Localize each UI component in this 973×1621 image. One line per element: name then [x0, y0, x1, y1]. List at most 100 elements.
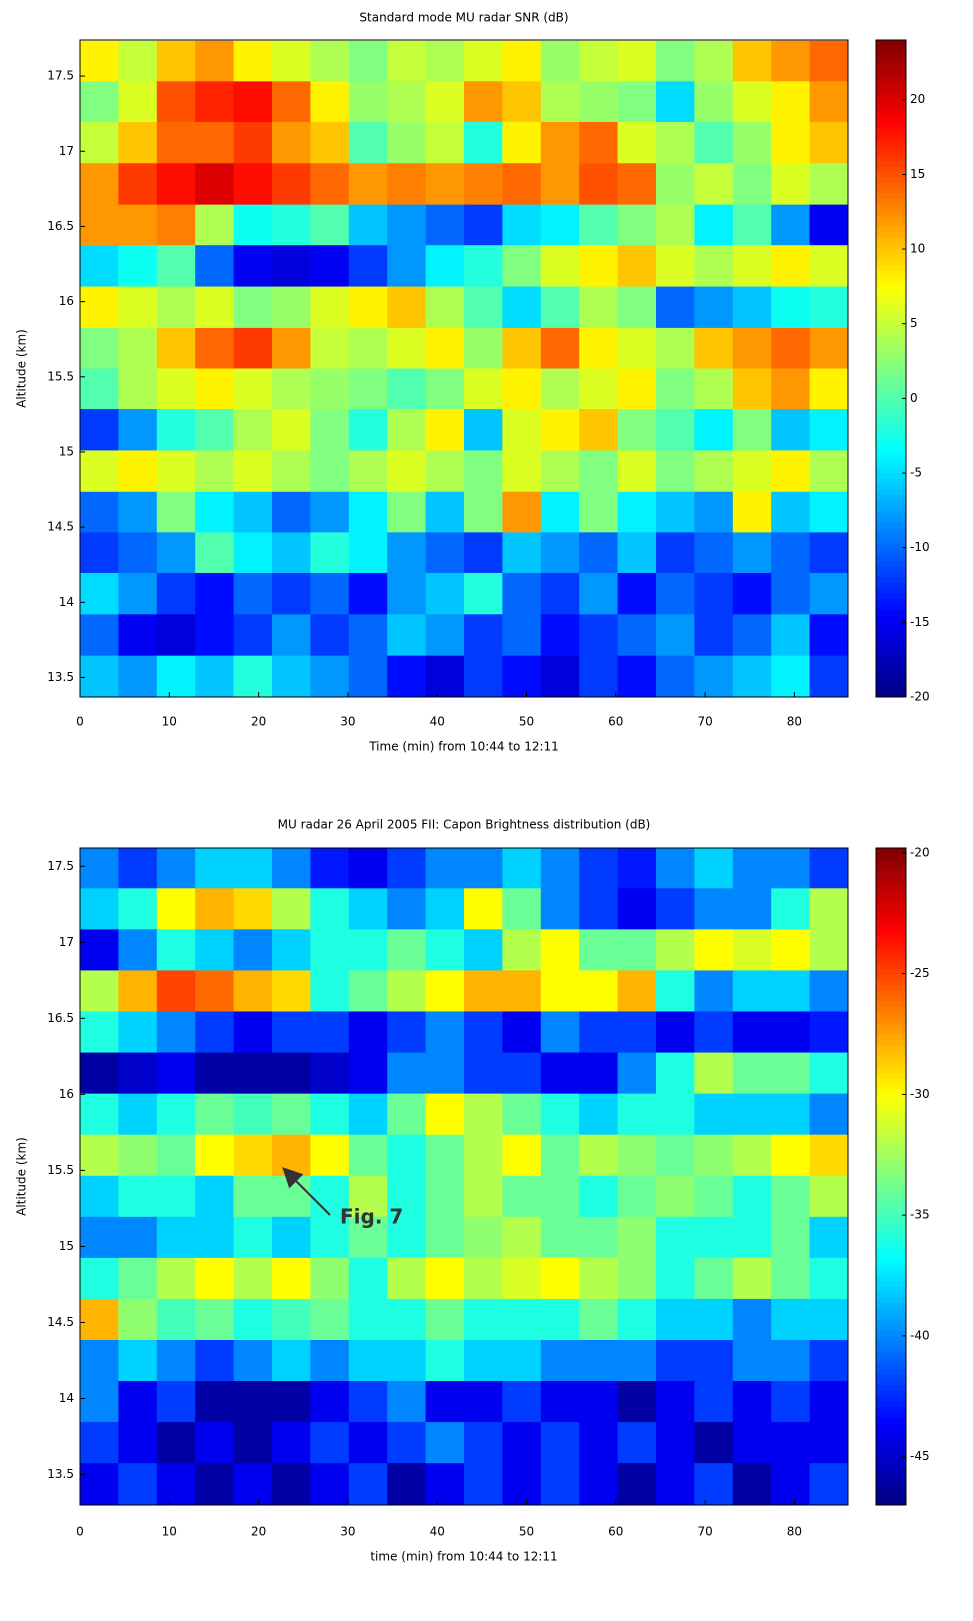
colorbar-swatch: [876, 576, 906, 583]
colorbar-swatch: [876, 1242, 906, 1249]
heatmap-cell: [348, 40, 388, 82]
heatmap-cell: [156, 286, 196, 329]
y-tick-label: 15.5: [47, 369, 74, 383]
colorbar-swatch: [876, 1318, 906, 1325]
heatmap-cell: [617, 286, 657, 329]
heatmap-cell: [579, 409, 619, 451]
colorbar-swatch: [876, 434, 906, 441]
colorbar-swatch: [876, 384, 906, 391]
heatmap-cell: [156, 368, 196, 410]
heatmap-cell: [425, 532, 465, 574]
heatmap-cell: [80, 1134, 119, 1177]
heatmap-cell: [809, 1134, 848, 1177]
heatmap-cell: [617, 655, 657, 697]
heatmap-cell: [502, 1216, 542, 1259]
heatmap-cell: [732, 1011, 772, 1054]
heatmap-cell: [156, 163, 196, 206]
heatmap-cell: [425, 1011, 465, 1054]
colorbar-swatch: [876, 1258, 906, 1265]
heatmap-cell: [195, 204, 235, 246]
heatmap-cell: [809, 1422, 848, 1464]
heatmap-cell: [310, 491, 350, 533]
heatmap-cell: [156, 1298, 196, 1341]
colorbar-swatch: [876, 56, 906, 63]
colorbar-swatch: [876, 275, 906, 282]
heatmap-cell: [425, 1381, 465, 1423]
heatmap-cell: [617, 888, 657, 930]
heatmap-cell: [464, 1422, 503, 1464]
y-tick-label: 16: [59, 1087, 74, 1101]
heatmap-cell: [502, 1339, 542, 1382]
heatmap-cell: [464, 491, 503, 533]
heatmap-cell: [156, 572, 196, 615]
heatmap-cell: [694, 532, 734, 574]
heatmap-cell: [502, 614, 542, 657]
heatmap-cell: [310, 888, 350, 930]
colorbar-swatch: [876, 1340, 906, 1347]
heatmap-cell: [656, 1216, 695, 1259]
heatmap-cell: [579, 286, 619, 329]
colorbar-swatch: [876, 1368, 906, 1375]
heatmap-cell: [540, 614, 580, 657]
colorbar-swatch: [876, 1422, 906, 1429]
heatmap-cell: [771, 1093, 811, 1136]
colorbar-swatch: [876, 1400, 906, 1407]
heatmap-cell: [425, 848, 465, 889]
colorbar-swatch: [876, 527, 906, 534]
heatmap-cell: [272, 1298, 311, 1341]
heatmap-cell: [579, 655, 619, 697]
heatmap-cell: [195, 1463, 235, 1505]
colorbar-swatch: [876, 390, 906, 397]
heatmap-cell: [502, 970, 542, 1012]
heatmap-cell: [732, 614, 772, 657]
heatmap-cell: [272, 204, 311, 246]
x-tick-label: 0: [76, 1525, 84, 1539]
heatmap-cell: [809, 163, 848, 206]
colorbar-swatch: [876, 642, 906, 649]
heatmap-cell: [464, 1216, 503, 1259]
heatmap-cell: [617, 1339, 657, 1382]
y-axis-label: Altitude (km): [15, 329, 29, 408]
heatmap-cell: [387, 655, 427, 697]
heatmap-cell: [387, 245, 427, 288]
heatmap-cell: [809, 1339, 848, 1382]
colorbar-swatch: [876, 669, 906, 676]
colorbar-swatch: [876, 1181, 906, 1188]
colorbar-swatch: [876, 133, 906, 140]
heatmap-cell: [464, 327, 503, 369]
colorbar-swatch: [876, 1023, 906, 1030]
heatmap-cell: [809, 1381, 848, 1423]
y-axis-label: Altitude (km): [15, 1137, 29, 1216]
heatmap-cell: [579, 327, 619, 369]
colorbar-swatch: [876, 1072, 906, 1079]
colorbar-swatch: [876, 935, 906, 942]
heatmap-cell: [694, 1422, 734, 1464]
heatmap-cell: [732, 1093, 772, 1136]
colorbar-tick-label: -30: [910, 1087, 930, 1101]
colorbar-swatch: [876, 182, 906, 189]
colorbar-swatch: [876, 1307, 906, 1314]
colorbar-swatch: [876, 127, 906, 134]
heatmap-cell: [118, 929, 158, 971]
heatmap-cell: [80, 614, 119, 657]
y-tick-label: 17.5: [47, 859, 74, 873]
colorbar-swatch: [876, 1296, 906, 1303]
heatmap-cell: [387, 409, 427, 451]
heatmap-cell: [502, 491, 542, 533]
heatmap-cell: [771, 450, 811, 493]
heatmap-cell: [656, 1093, 695, 1136]
heatmap-cell: [387, 848, 427, 889]
colorbar-swatch: [876, 138, 906, 145]
heatmap-cell: [425, 81, 465, 123]
heatmap-cell: [156, 532, 196, 574]
heatmap-cell: [502, 409, 542, 451]
heatmap-cell: [656, 1381, 695, 1423]
heatmap-cell: [118, 81, 158, 123]
colorbar-swatch: [876, 1357, 906, 1364]
heatmap-cell: [771, 286, 811, 329]
heatmap-cell: [502, 1463, 542, 1505]
colorbar-swatch: [876, 532, 906, 539]
heatmap-cell: [425, 1175, 465, 1218]
colorbar-swatch: [876, 1138, 906, 1145]
heatmap-cell: [540, 1134, 580, 1177]
